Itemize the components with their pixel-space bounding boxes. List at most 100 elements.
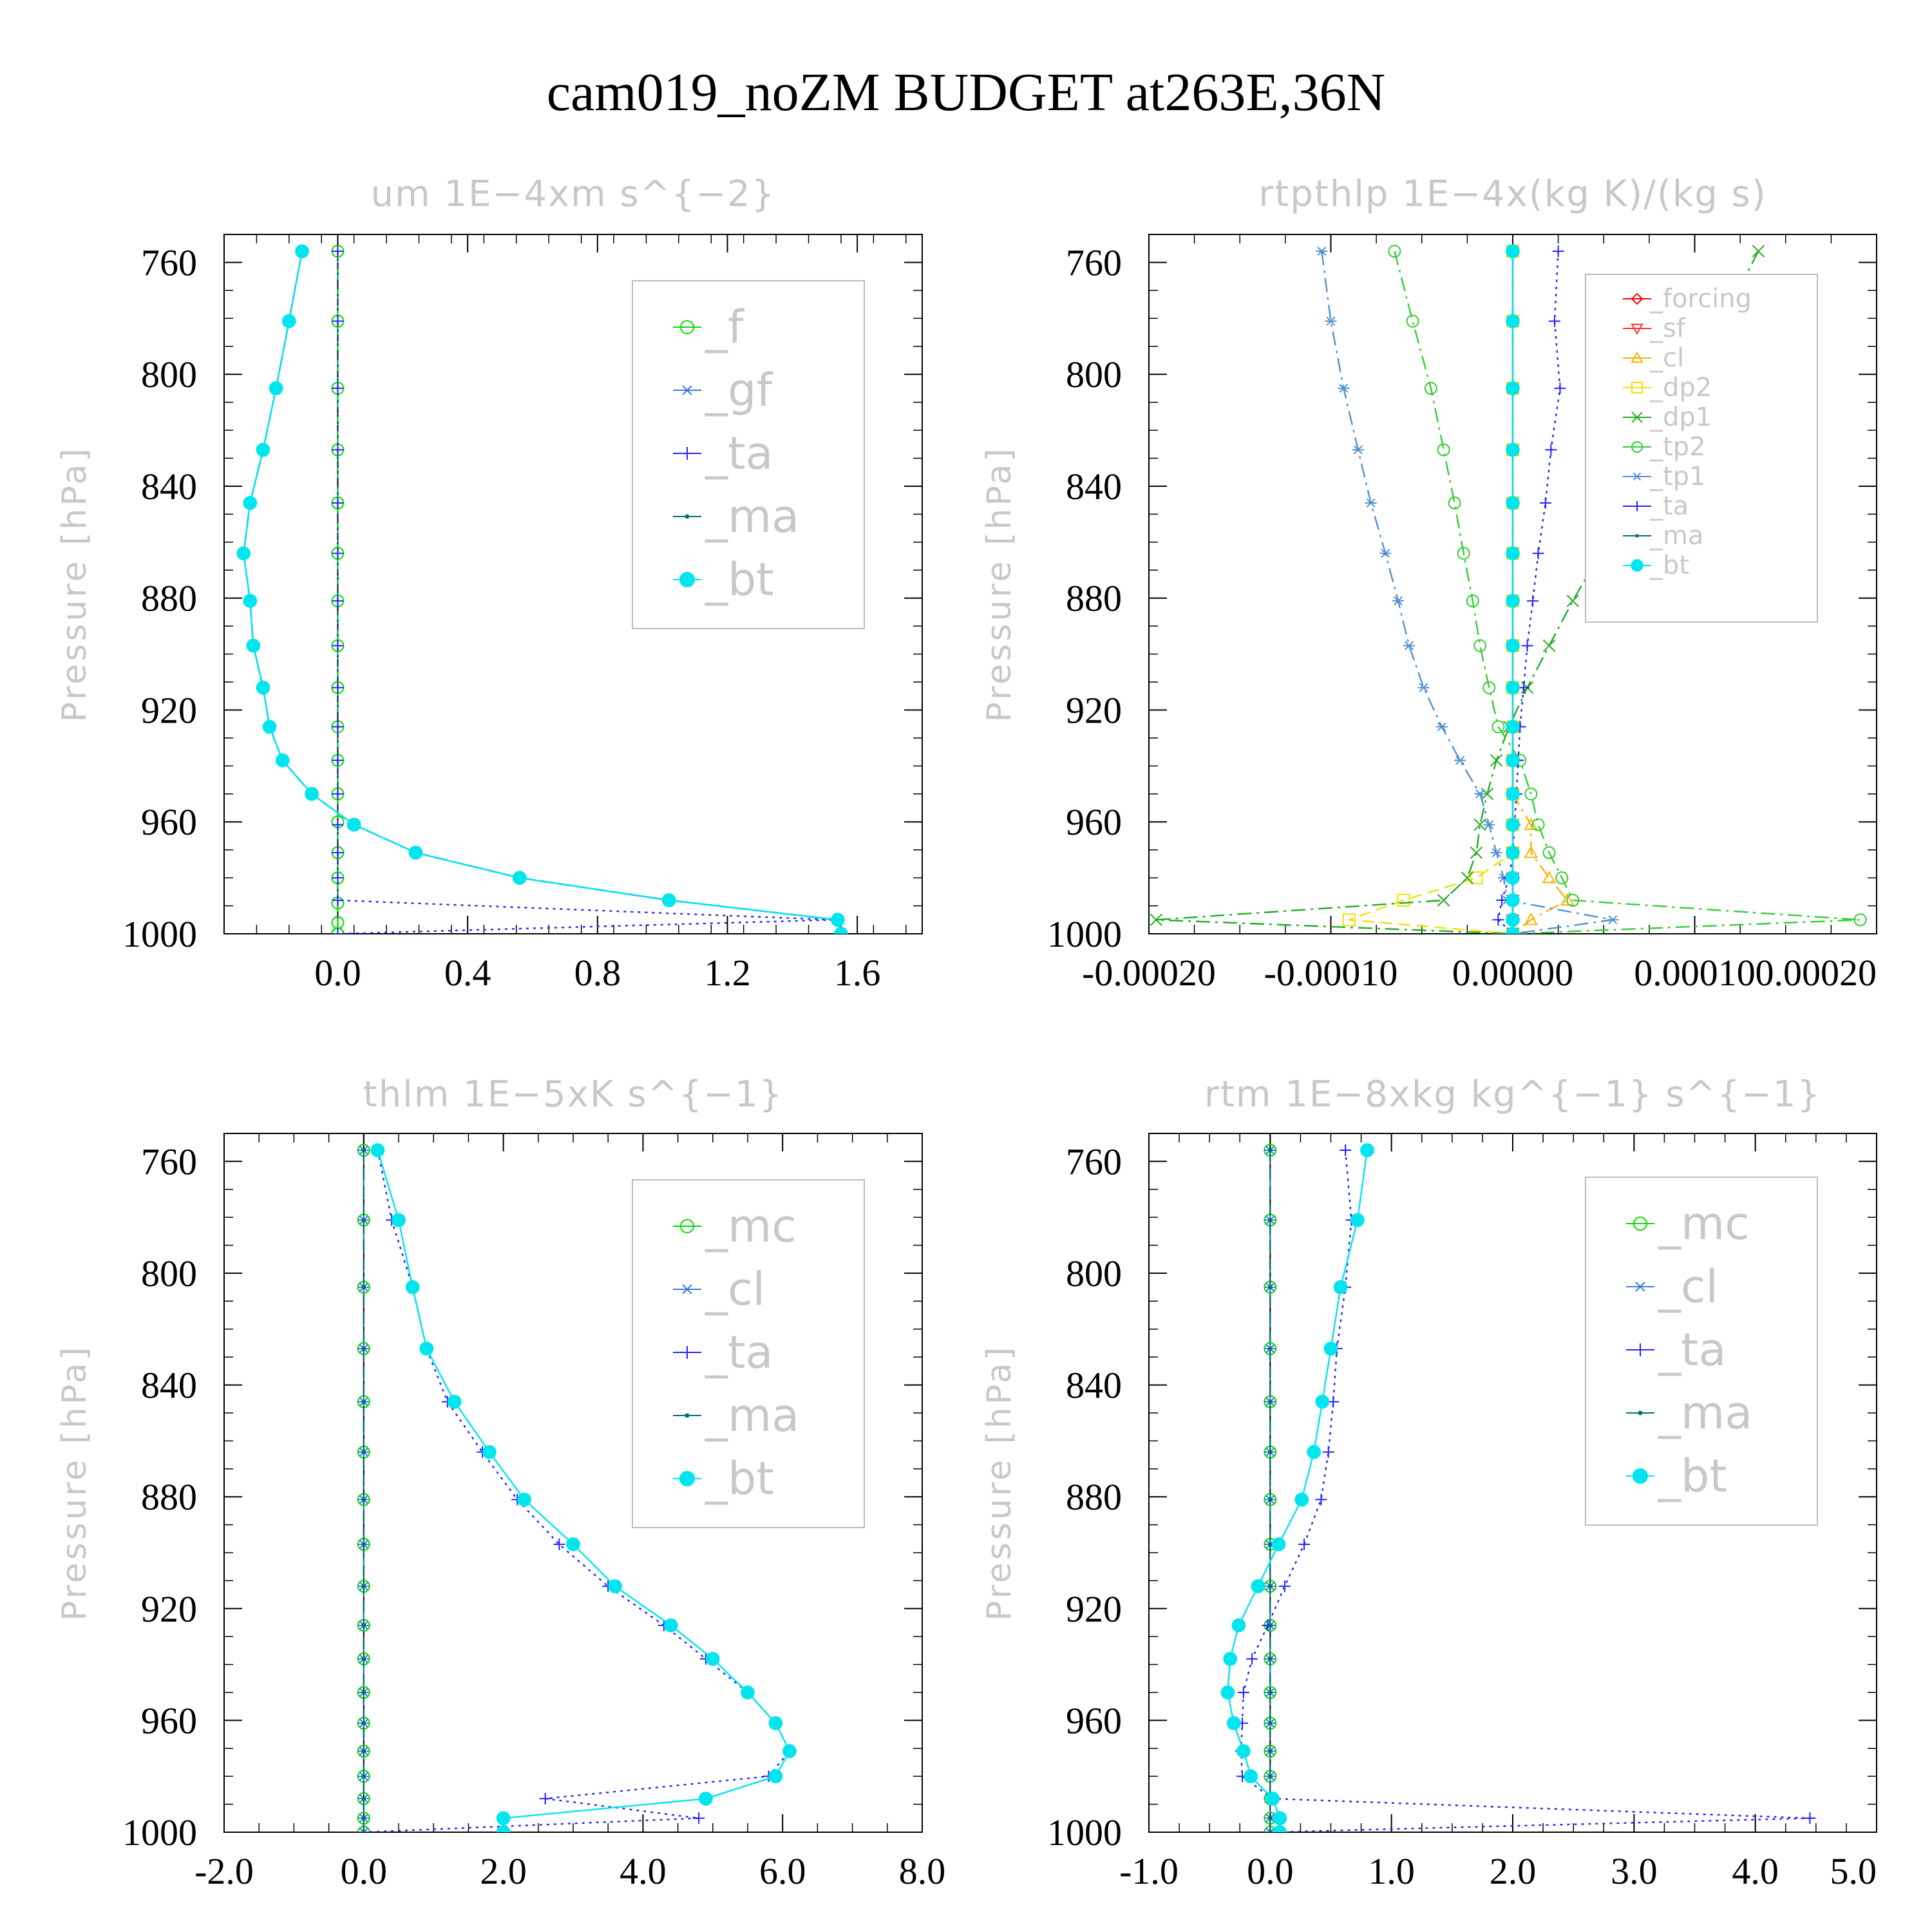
data-point (1531, 818, 1545, 831)
legend: _mc _cl _ta _ma _bt (1585, 1177, 1818, 1526)
data-point (1506, 244, 1520, 258)
legend-label: _dp1 (1649, 402, 1712, 432)
legend-marker (1632, 472, 1642, 481)
data-point (1492, 914, 1504, 926)
y-axis-label: Pressure [hPa] (55, 1345, 94, 1621)
legend-marker (1634, 1343, 1647, 1356)
data-point (1338, 383, 1350, 393)
data-point (1517, 681, 1530, 694)
data-point (1532, 547, 1544, 560)
data-point (1506, 753, 1520, 768)
legend-marker (1633, 1468, 1648, 1484)
data-point (1150, 913, 1163, 926)
data-point (496, 1825, 511, 1832)
legend-frame (1585, 1177, 1818, 1526)
data-point (1417, 683, 1430, 692)
chart-panel-1: um 1E−4xm s^{−2} Pressure [hPa] 760 800 840 8… (55, 173, 923, 994)
chart-panel-2: rtpthlp 1E−4x(kg K)/(kg s) Pressure [hPa]… (980, 173, 1877, 994)
legend-label: _cl (1658, 1260, 1718, 1313)
y-tick-label: 1000 (1047, 913, 1122, 955)
x-tick-label: -2.0 (194, 1850, 254, 1892)
series-line (377, 1150, 791, 1832)
data-point (1231, 1618, 1246, 1633)
data-point (1470, 846, 1483, 859)
legend-marker (685, 1413, 690, 1418)
legend-marker (681, 1284, 694, 1294)
data-point (1307, 1444, 1321, 1459)
data-point (361, 1450, 366, 1454)
y-tick-label: 1000 (122, 1812, 197, 1853)
data-point (1473, 818, 1486, 831)
data-point (1397, 893, 1410, 907)
y-tick-label: 920 (1066, 689, 1122, 731)
data-point (1554, 382, 1566, 394)
data-point (1323, 1341, 1338, 1356)
legend-label: _bt (705, 553, 774, 606)
data-point (1350, 1213, 1365, 1227)
series-bt (236, 244, 848, 934)
data-point (1492, 720, 1505, 734)
y-tick-label: 1000 (1047, 1812, 1122, 1853)
legend-label: _ta (1649, 491, 1689, 521)
data-point (768, 1716, 783, 1730)
chart-panel-4: rtm 1E−8xkg kg^{−1} s^{−1} Pressure [hPa]… (980, 1074, 1877, 1892)
data-point (1448, 497, 1461, 510)
data-point (1360, 1143, 1374, 1157)
y-tick-label: 880 (1066, 1476, 1122, 1518)
x-tick-label: 0.8 (574, 952, 621, 994)
data-point (361, 1690, 366, 1695)
x-tick-label: 0.4 (444, 952, 491, 994)
data-point (831, 913, 845, 927)
data-point (1506, 638, 1520, 653)
data-point (1271, 1537, 1286, 1551)
data-point (1506, 786, 1520, 801)
data-point (1474, 789, 1486, 799)
data-point (1268, 1399, 1273, 1404)
series-bt (1506, 244, 1520, 934)
data-point (1268, 1497, 1273, 1502)
data-point (1268, 1816, 1273, 1821)
data-point (1752, 245, 1765, 258)
y-tick-label: 960 (141, 801, 197, 843)
x-tick-label: -1.0 (1119, 1850, 1179, 1892)
series-bt (1220, 1143, 1374, 1832)
data-point (332, 382, 344, 394)
data-point (332, 245, 344, 258)
y-tick-label: 960 (1066, 801, 1122, 843)
data-point (517, 1492, 531, 1507)
data-point (1435, 722, 1448, 732)
panel-title: um 1E−4xm s^{−2} (371, 173, 776, 215)
data-point (1268, 1721, 1273, 1725)
data-point (361, 1347, 366, 1351)
legend-label: _ta (1658, 1323, 1726, 1376)
series-line (1497, 251, 1561, 934)
x-tick-label: 5.0 (1830, 1850, 1877, 1892)
data-point (370, 1143, 385, 1157)
legend-marker (1631, 292, 1643, 305)
legend-label: _cl (705, 1263, 765, 1316)
data-point (482, 1444, 497, 1459)
legend-label: _dp2 (1649, 373, 1712, 402)
data-point (539, 1792, 551, 1804)
data-point (332, 788, 344, 800)
series-line (1349, 251, 1514, 934)
legend-marker (1631, 441, 1643, 453)
data-point (1268, 1774, 1273, 1779)
data-point (608, 1579, 622, 1593)
data-point (1251, 1579, 1265, 1593)
x-tick-label: -0.00020 (1082, 952, 1216, 994)
series-ma (361, 1148, 366, 1832)
data-point (1548, 315, 1560, 327)
legend-label: _bt (1658, 1450, 1727, 1502)
data-point (1506, 442, 1520, 457)
series-line (337, 251, 835, 934)
y-tick-label: 920 (1066, 1588, 1122, 1630)
data-point (275, 753, 290, 768)
data-point (1524, 913, 1538, 925)
legend-label: _bt (1649, 551, 1689, 580)
y-tick-label: 880 (141, 1476, 197, 1518)
data-point (346, 817, 361, 832)
legend-marker (680, 1219, 694, 1233)
data-point (1268, 1285, 1273, 1289)
x-tick-label: 0.0 (314, 952, 361, 994)
